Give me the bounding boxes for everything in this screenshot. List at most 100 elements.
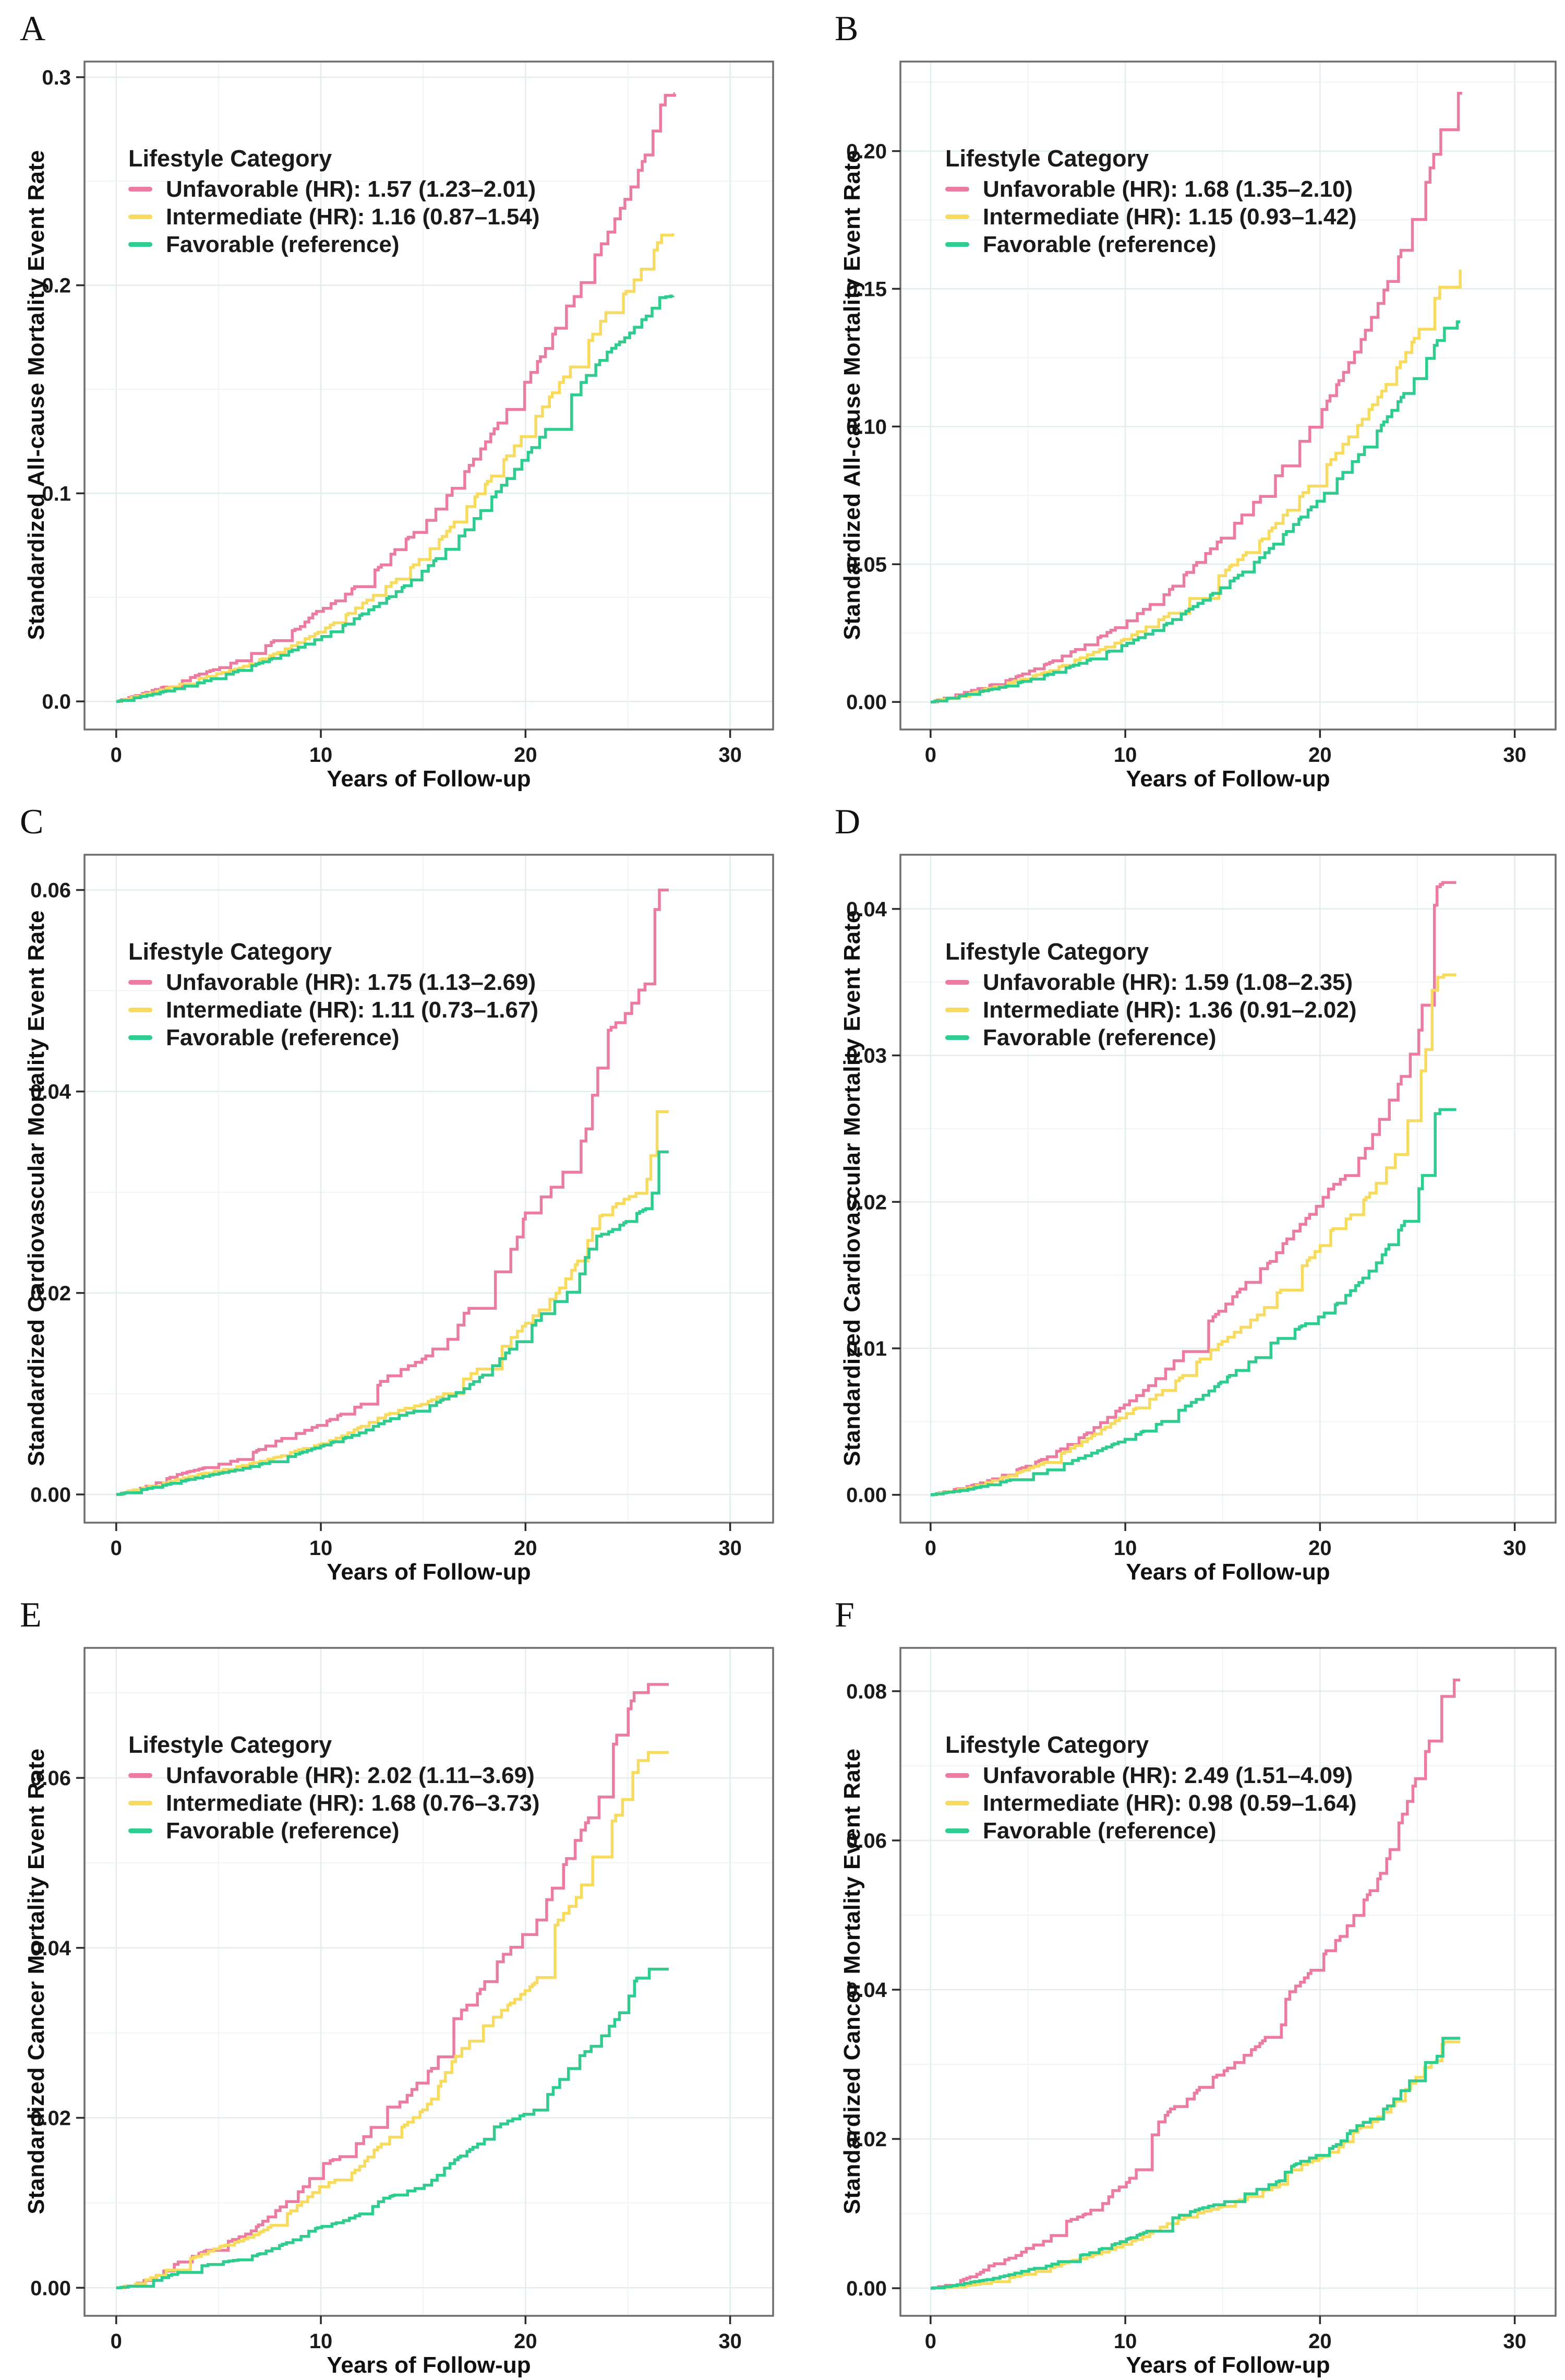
panel-d: D 0 10 20 30 0.00 0.01 0.02 0.03 0.04 Standardiz… [782, 793, 1565, 1586]
y-axis-title: Standardized All-cause Mortality Event R… [23, 150, 49, 640]
svg-text:0.02: 0.02 [846, 1191, 887, 1214]
legend-item-intermediate: Intermediate (HR): 1.11 (0.73–1.67) [128, 996, 538, 1024]
legend-label: Favorable (reference) [983, 1024, 1217, 1050]
svg-text:0.04: 0.04 [846, 1979, 887, 2002]
legend: Lifestyle Category Unfavorable (HR): 2.0… [128, 1730, 540, 1845]
panel-a: A 0 10 20 30 0.0 0.1 0.2 0.3 Standardized All-c… [0, 0, 782, 793]
svg-text:10: 10 [1114, 744, 1137, 767]
svg-text:0.00: 0.00 [846, 691, 887, 714]
svg-text:10: 10 [1114, 2330, 1137, 2353]
svg-text:30: 30 [1503, 2330, 1526, 2353]
panel-label: C [20, 802, 44, 841]
unfavorable-swatch [128, 187, 152, 192]
svg-text:20: 20 [514, 1537, 537, 1560]
svg-text:20: 20 [1308, 1537, 1332, 1560]
panel-label: A [20, 8, 46, 48]
svg-text:0.05: 0.05 [846, 553, 887, 576]
svg-text:10: 10 [309, 744, 333, 767]
legend-item-intermediate: Intermediate (HR): 1.68 (0.76–3.73) [128, 1789, 540, 1817]
legend-label: Intermediate (HR): 1.11 (0.73–1.67) [166, 997, 539, 1023]
legend-title: Lifestyle Category [128, 938, 332, 965]
legend-item-favorable: Favorable (reference) [945, 1817, 1357, 1845]
svg-text:0.04: 0.04 [30, 1081, 71, 1104]
km-plot: 0 10 20 30 0.00 0.02 0.04 0.06 [30, 854, 774, 1560]
km-plot: 0 10 20 30 0.00 0.02 0.04 0.06 [30, 1647, 774, 2353]
legend-item-favorable: Favorable (reference) [945, 1024, 1357, 1051]
legend-item-intermediate: Intermediate (HR): 1.15 (0.93–1.42) [945, 203, 1357, 231]
svg-text:0.02: 0.02 [846, 2128, 887, 2151]
svg-text:20: 20 [514, 2330, 537, 2353]
x-axis-title: Years of Follow-up [1126, 766, 1330, 792]
y-axis-title: Standardized Cardiovascular Mortality Ev… [839, 910, 865, 1466]
legend: Lifestyle Category Unfavorable (HR): 2.4… [945, 1730, 1357, 1845]
svg-text:20: 20 [514, 744, 537, 767]
legend-label: Unfavorable (HR): 1.75 (1.13–2.69) [166, 969, 536, 995]
favorable-swatch [128, 242, 152, 247]
legend-label: Favorable (reference) [983, 1817, 1217, 1844]
legend-item-unfavorable: Unfavorable (HR): 1.59 (1.08–2.35) [945, 968, 1357, 996]
svg-text:0: 0 [111, 1537, 122, 1560]
intermediate-swatch [945, 1801, 969, 1805]
legend-title: Lifestyle Category [128, 145, 332, 172]
y-axis-title: Standardized All-cause Mortality Event R… [839, 150, 865, 640]
svg-text:0.15: 0.15 [846, 278, 887, 301]
svg-text:20: 20 [1308, 744, 1332, 767]
legend-item-favorable: Favorable (reference) [128, 1817, 540, 1845]
intermediate-swatch [945, 1008, 969, 1012]
unfavorable-swatch [945, 187, 969, 192]
unfavorable-swatch [945, 980, 969, 985]
svg-text:0.08: 0.08 [846, 1680, 887, 1703]
legend-item-unfavorable: Unfavorable (HR): 1.75 (1.13–2.69) [128, 968, 538, 996]
legend-label: Unfavorable (HR): 2.49 (1.51–4.09) [983, 1762, 1353, 1788]
km-plot: 0 10 20 30 0.00 0.05 0.10 0.15 0.20 [846, 61, 1557, 767]
legend-label: Unfavorable (HR): 1.57 (1.23–2.01) [166, 176, 536, 202]
legend: Lifestyle Category Unfavorable (HR): 1.5… [128, 144, 540, 258]
legend-title: Lifestyle Category [128, 1731, 332, 1758]
x-axis-title: Years of Follow-up [327, 2352, 531, 2378]
svg-text:0.02: 0.02 [30, 2107, 71, 2130]
intermediate-swatch [128, 214, 152, 219]
legend-label: Favorable (reference) [166, 231, 400, 257]
svg-text:20: 20 [1308, 2330, 1332, 2353]
svg-text:0: 0 [111, 744, 122, 767]
svg-text:0.06: 0.06 [30, 1767, 71, 1790]
svg-text:0.03: 0.03 [846, 1045, 887, 1068]
legend: Lifestyle Category Unfavorable (HR): 1.5… [945, 937, 1357, 1051]
svg-text:0.1: 0.1 [42, 482, 71, 505]
unfavorable-swatch [945, 1773, 969, 1778]
legend-label: Intermediate (HR): 1.16 (0.87–1.54) [166, 204, 540, 230]
legend-label: Intermediate (HR): 0.98 (0.59–1.64) [983, 1790, 1357, 1816]
panel-e: E 0 10 20 30 0.00 0.02 0.04 0.06 Standardized C… [0, 1586, 782, 2379]
legend-label: Favorable (reference) [166, 1024, 400, 1050]
svg-text:0.0: 0.0 [42, 690, 71, 713]
legend-label: Favorable (reference) [983, 231, 1217, 257]
panel-label: E [20, 1595, 42, 1634]
legend-item-unfavorable: Unfavorable (HR): 2.49 (1.51–4.09) [945, 1762, 1357, 1789]
y-axis-title: Standardized Cancer Mortality Event Rate [23, 1748, 49, 2215]
svg-text:30: 30 [718, 744, 742, 767]
panel-label: B [835, 8, 859, 48]
svg-text:30: 30 [718, 2330, 742, 2353]
legend-title: Lifestyle Category [945, 938, 1149, 965]
legend: Lifestyle Category Unfavorable (HR): 1.6… [945, 144, 1357, 258]
favorable-swatch [128, 1828, 152, 1833]
x-axis-title: Years of Follow-up [327, 766, 531, 792]
legend: Lifestyle Category Unfavorable (HR): 1.7… [128, 937, 538, 1051]
svg-text:0.02: 0.02 [30, 1282, 71, 1305]
intermediate-swatch [128, 1008, 152, 1012]
unfavorable-swatch [128, 1773, 152, 1778]
legend-item-intermediate: Intermediate (HR): 1.36 (0.91–2.02) [945, 996, 1357, 1024]
km-plot: 0 10 20 30 0.00 0.02 0.04 0.06 0.08 [846, 1647, 1557, 2353]
legend-item-favorable: Favorable (reference) [128, 231, 540, 258]
svg-text:0.01: 0.01 [846, 1337, 887, 1360]
svg-text:0.00: 0.00 [846, 1484, 887, 1507]
legend-item-unfavorable: Unfavorable (HR): 1.57 (1.23–2.01) [128, 175, 540, 203]
svg-text:10: 10 [309, 2330, 333, 2353]
x-axis-title: Years of Follow-up [1126, 2352, 1330, 2378]
km-plot: 0 10 20 30 0.00 0.01 0.02 0.03 0.04 [846, 854, 1557, 1560]
legend-item-intermediate: Intermediate (HR): 1.16 (0.87–1.54) [128, 203, 540, 231]
svg-text:0: 0 [925, 1537, 936, 1560]
panel-c: C 0 10 20 30 0.00 0.02 0.04 0.06 Standardized C… [0, 793, 782, 1586]
legend-label: Intermediate (HR): 1.36 (0.91–2.02) [983, 997, 1357, 1023]
km-plot: 0 10 20 30 0.0 0.1 0.2 0.3 [42, 61, 774, 767]
